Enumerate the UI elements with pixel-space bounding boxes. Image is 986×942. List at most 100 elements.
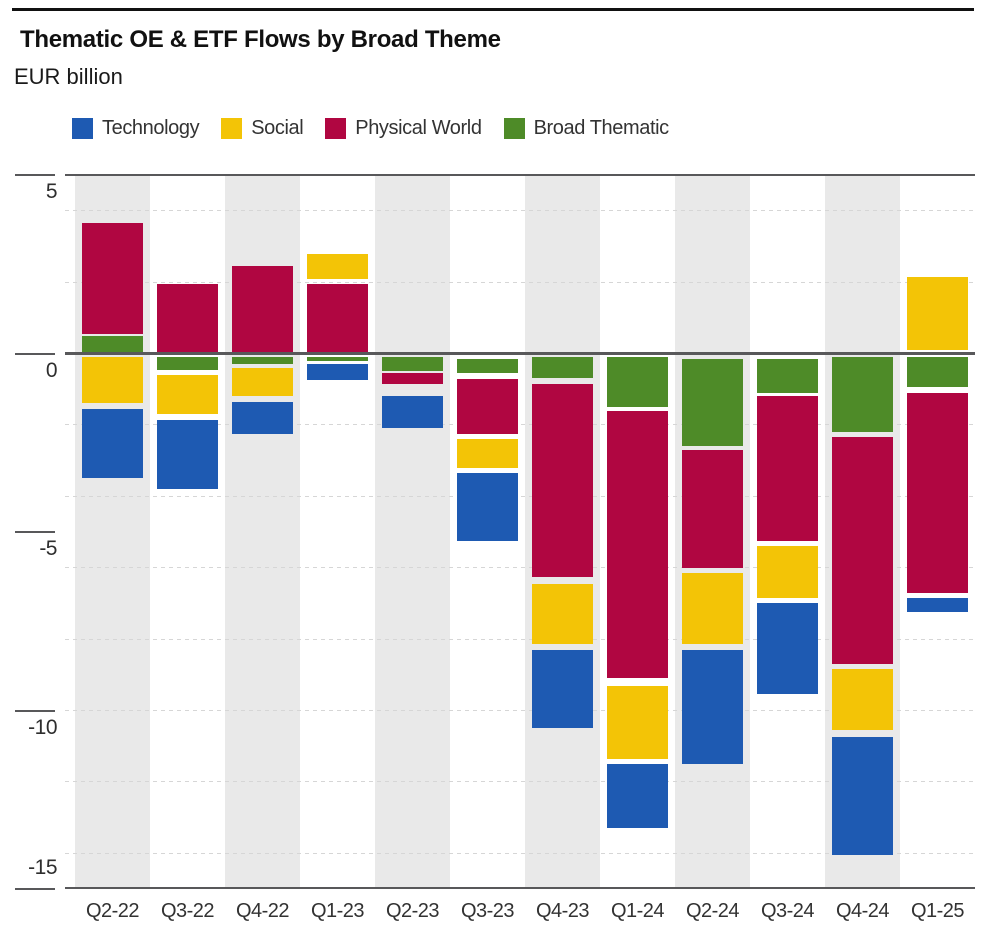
x-axis-label: Q4-24 [835, 900, 890, 922]
zero-line [65, 351, 975, 355]
bar-segment-technology [532, 649, 593, 729]
x-axis-label: Q1-24 [610, 900, 665, 922]
x-axis-label: Q3-22 [160, 900, 215, 922]
bar-segment-technology [157, 419, 218, 490]
legend-label: Technology [102, 117, 200, 139]
y-axis-label: -5 [39, 537, 57, 560]
y-axis-label: -15 [28, 856, 57, 879]
gridline [65, 710, 975, 711]
bar-segment-physical-world [232, 266, 293, 352]
legend: Technology Social Physical World Broad Them… [72, 117, 669, 140]
chart-unit-label: EUR billion [14, 64, 123, 89]
gridline [65, 781, 975, 783]
bar-segment-physical-world [607, 410, 668, 679]
bar-segment-social [832, 669, 893, 731]
bar-segment-technology [607, 764, 668, 829]
bar-segment-broad-thematic [757, 358, 818, 393]
bar-segment-broad-thematic [307, 357, 368, 361]
x-axis-label: Q1-23 [310, 900, 365, 922]
legend-label: Social [251, 117, 304, 139]
bar-segment-technology [382, 396, 443, 429]
bar-segment-broad-thematic [232, 357, 293, 365]
y-axis-tick [15, 352, 55, 355]
gridline [65, 424, 975, 426]
y-axis-tick [15, 888, 55, 890]
bar-segment-social [232, 367, 293, 397]
bar-segment-physical-world [832, 437, 893, 665]
bar-segment-broad-thematic [157, 357, 218, 370]
bar-segment-broad-thematic [907, 357, 968, 388]
bar-segment-physical-world [457, 378, 518, 434]
bar-segment-technology [682, 649, 743, 764]
x-axis-label: Q2-22 [85, 900, 140, 922]
bar-segment-technology [757, 603, 818, 695]
x-axis-label: Q3-23 [460, 900, 515, 922]
x-axis-label: Q4-22 [235, 900, 290, 922]
bar-segment-technology [907, 598, 968, 613]
legend-swatch-icon [221, 118, 243, 139]
legend-item-technology: Technology [72, 117, 200, 140]
legend-swatch-icon [325, 118, 347, 139]
bar-segment-social [457, 439, 518, 468]
gridline [65, 567, 975, 569]
legend-item-broad-thematic: Broad Thematic [503, 117, 670, 140]
y-axis-tick [15, 531, 55, 533]
bar-segment-broad-thematic [82, 335, 143, 352]
legend-item-physical-world: Physical World [325, 117, 482, 140]
bar-segment-broad-thematic [682, 358, 743, 447]
bar-segment-social [532, 583, 593, 645]
bar-segment-physical-world [307, 283, 368, 352]
y-axis-tick [15, 709, 55, 712]
bar-segment-physical-world [907, 392, 968, 593]
top-rule [12, 8, 974, 11]
x-axis-label: Q4-23 [535, 900, 590, 922]
bar-segment-physical-world [382, 373, 443, 384]
gridline [65, 210, 975, 212]
x-axis-label: Q3-24 [760, 900, 815, 922]
x-axis-label: Q1-25 [910, 900, 965, 922]
bar-segment-technology [457, 473, 518, 541]
legend-label: Broad Thematic [533, 117, 670, 139]
gridline [65, 852, 975, 854]
y-axis-tick [15, 174, 55, 176]
legend-swatch-icon [503, 118, 525, 139]
gridline [65, 281, 975, 283]
bar-segment-broad-thematic [532, 357, 593, 379]
bar-segment-social [82, 357, 143, 404]
bar-segment-physical-world [757, 396, 818, 541]
bar-segment-social [157, 374, 218, 415]
legend-label: Physical World [355, 117, 482, 139]
gridline [65, 638, 975, 640]
page-title: Thematic OE & ETF Flows by Broad Theme [20, 26, 501, 53]
bar-segment-broad-thematic [832, 357, 893, 433]
bar-segment-social [682, 573, 743, 645]
bar-segment-social [907, 276, 968, 350]
y-axis-label: -10 [28, 715, 57, 739]
x-axis-label: Q2-24 [685, 900, 740, 922]
legend-item-social: Social [221, 117, 304, 140]
bar-segment-broad-thematic [457, 358, 518, 374]
bar-segment-social [607, 685, 668, 759]
plot-top-line [65, 174, 975, 176]
bar-segment-technology [82, 408, 143, 479]
bar-segment-technology [832, 737, 893, 856]
bar-segment-broad-thematic [382, 357, 443, 372]
bar-segment-physical-world [682, 449, 743, 568]
gridline [65, 495, 975, 497]
bar-segment-broad-thematic [607, 357, 668, 408]
x-axis-line [65, 887, 975, 889]
column-stripe [375, 175, 450, 887]
legend-swatch-icon [72, 118, 93, 139]
y-axis-label: 0 [45, 358, 58, 382]
bar-segment-technology [307, 364, 368, 381]
y-axis-label: 5 [45, 180, 58, 203]
bar-segment-physical-world [532, 383, 593, 577]
bar-segment-physical-world [157, 283, 218, 352]
x-axis-label: Q2-23 [385, 900, 440, 922]
bar-segment-technology [232, 401, 293, 434]
bar-segment-social [307, 253, 368, 279]
bar-segment-physical-world [82, 223, 143, 334]
bar-segment-social [757, 546, 818, 599]
